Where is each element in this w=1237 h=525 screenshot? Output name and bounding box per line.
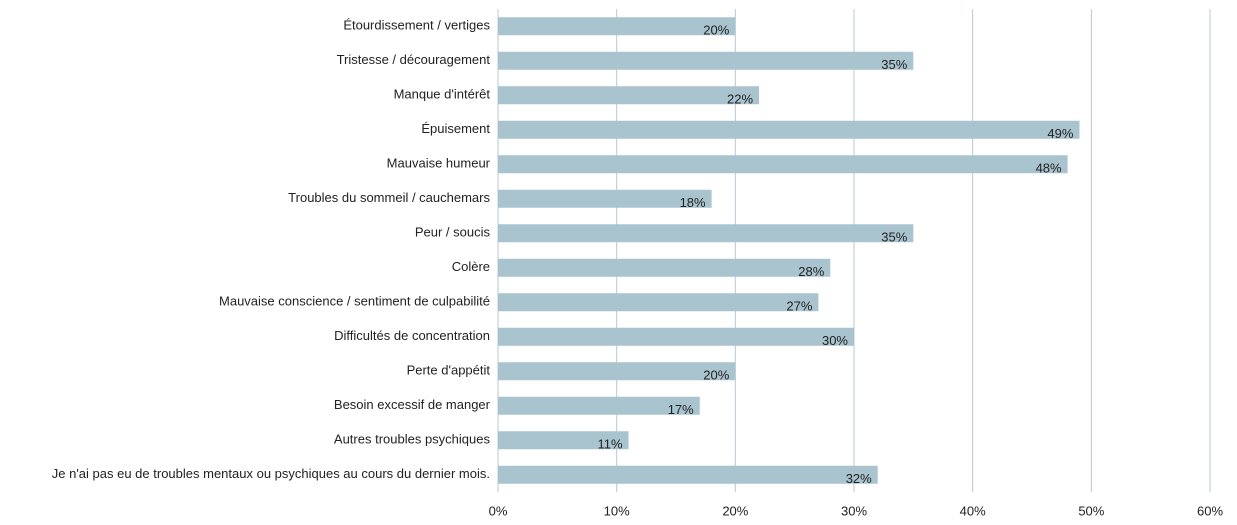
value-label: 35% bbox=[881, 57, 907, 72]
y-tick-label: Besoin excessif de manger bbox=[334, 397, 491, 412]
value-label: 48% bbox=[1036, 161, 1062, 176]
bar bbox=[498, 431, 629, 450]
bar bbox=[498, 293, 819, 312]
y-tick-label: Difficultés de concentration bbox=[334, 328, 490, 343]
x-tick-label: 40% bbox=[960, 503, 986, 518]
value-label: 49% bbox=[1047, 126, 1073, 141]
bar bbox=[498, 155, 1068, 174]
value-label: 20% bbox=[703, 23, 729, 38]
value-label: 28% bbox=[798, 264, 824, 279]
value-label: 11% bbox=[597, 437, 622, 452]
bar bbox=[498, 258, 831, 277]
x-tick-label: 30% bbox=[841, 503, 867, 518]
value-label: 27% bbox=[786, 299, 812, 314]
y-tick-label: Mauvaise conscience / sentiment de culpa… bbox=[219, 294, 490, 309]
x-tick-label: 60% bbox=[1197, 503, 1223, 518]
bar bbox=[498, 465, 878, 484]
bar bbox=[498, 189, 712, 208]
y-tick-label: Épuisement bbox=[421, 121, 490, 136]
bar bbox=[498, 327, 854, 346]
bar bbox=[498, 396, 700, 415]
bar bbox=[498, 17, 736, 36]
y-tick-label: Manque d'intérêt bbox=[394, 87, 491, 102]
value-label: 32% bbox=[846, 471, 872, 486]
y-tick-label: Peur / soucis bbox=[415, 225, 491, 240]
value-label: 35% bbox=[881, 230, 907, 245]
value-label: 18% bbox=[680, 195, 706, 210]
value-label: 22% bbox=[727, 92, 753, 107]
y-tick-label: Étourdissement / vertiges bbox=[343, 18, 490, 33]
y-tick-label: Je n'ai pas eu de troubles mentaux ou ps… bbox=[52, 466, 490, 481]
y-tick-label: Colère bbox=[452, 259, 490, 274]
x-tick-label: 0% bbox=[489, 503, 508, 518]
value-label: 30% bbox=[822, 333, 848, 348]
x-tick-label: 20% bbox=[722, 503, 748, 518]
x-tick-label: 10% bbox=[604, 503, 630, 518]
bar bbox=[498, 51, 914, 70]
bar bbox=[498, 120, 1080, 139]
bar bbox=[498, 362, 736, 381]
value-label: 17% bbox=[668, 402, 694, 417]
y-tick-label: Mauvaise humeur bbox=[387, 156, 491, 171]
y-tick-label: Autres troubles psychiques bbox=[334, 432, 491, 447]
y-tick-label: Tristesse / découragement bbox=[337, 52, 491, 67]
y-tick-label: Perte d'appétit bbox=[407, 363, 491, 378]
bar bbox=[498, 224, 914, 243]
y-tick-label: Troubles du sommeil / cauchemars bbox=[288, 190, 490, 205]
x-tick-label: 50% bbox=[1078, 503, 1104, 518]
bar bbox=[498, 86, 760, 105]
value-label: 20% bbox=[703, 368, 729, 383]
